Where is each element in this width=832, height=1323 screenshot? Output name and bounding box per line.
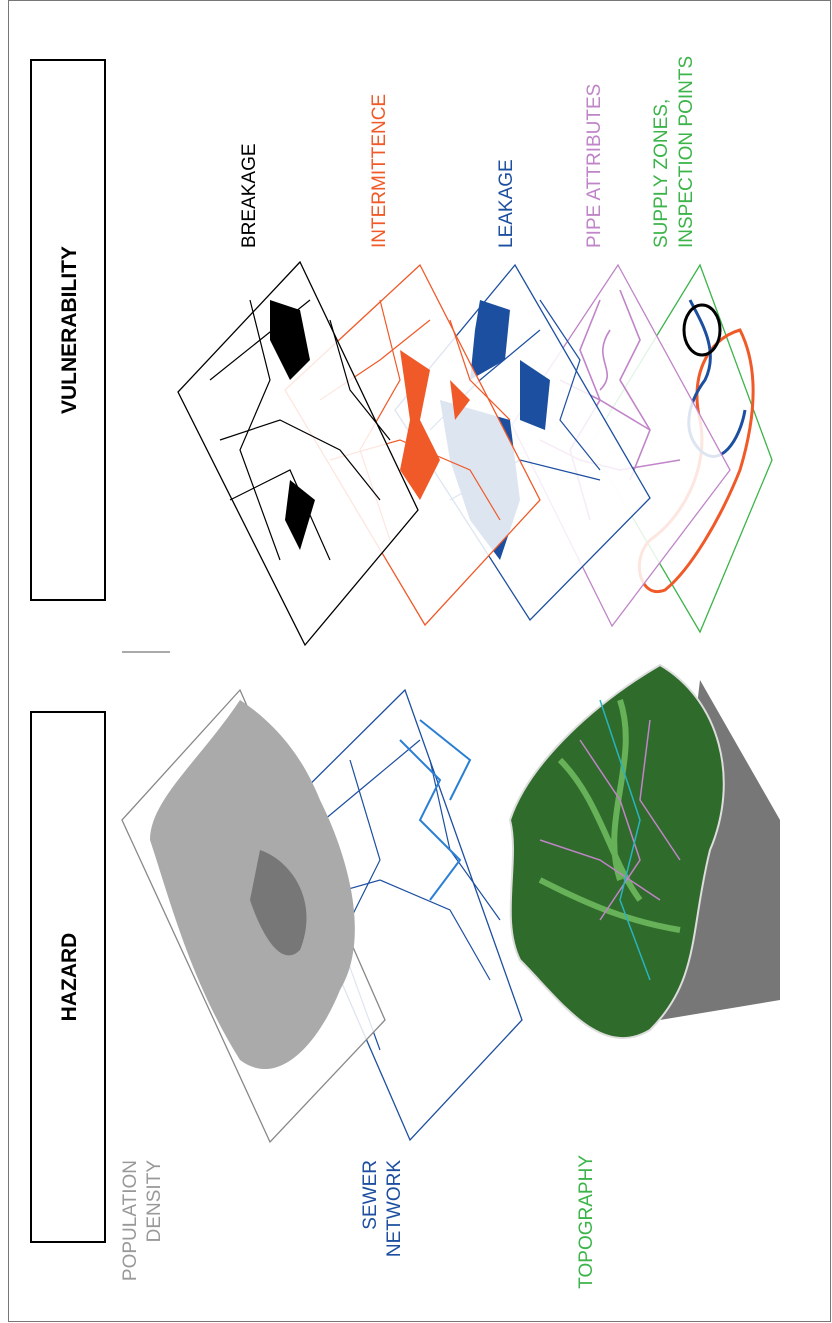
topography-map xyxy=(508,663,780,1039)
layer-label: INTERMITTENCE xyxy=(369,94,390,248)
hazard-maps xyxy=(121,663,780,1144)
layer-label: NETWORK xyxy=(384,1160,405,1257)
hazard-title: HAZARD xyxy=(58,933,81,1022)
population-density-map xyxy=(121,688,386,1144)
breakage-map xyxy=(177,260,419,647)
layer-label: POPULATION xyxy=(120,1160,141,1281)
layer-label: PIPE ATTRIBUTES xyxy=(584,84,605,248)
vulnerability-maps xyxy=(177,260,773,647)
layer-label: INSPECTION POINTS xyxy=(676,56,697,248)
hazard-box xyxy=(30,711,106,1243)
sewer-network-map xyxy=(271,688,523,1142)
vulnerability-box xyxy=(30,59,106,601)
layer-label: SEWER xyxy=(360,1160,381,1230)
vulnerability-title: VULNERABILITY xyxy=(58,246,81,414)
layer-label: LEAKAGE xyxy=(496,159,517,248)
layer-label: BREAKAGE xyxy=(239,143,260,248)
layer-label: TOPOGRAPHY xyxy=(576,1155,597,1289)
layer-label: DENSITY xyxy=(144,1160,165,1243)
layer-label: SUPPLY ZONES, xyxy=(651,99,672,248)
